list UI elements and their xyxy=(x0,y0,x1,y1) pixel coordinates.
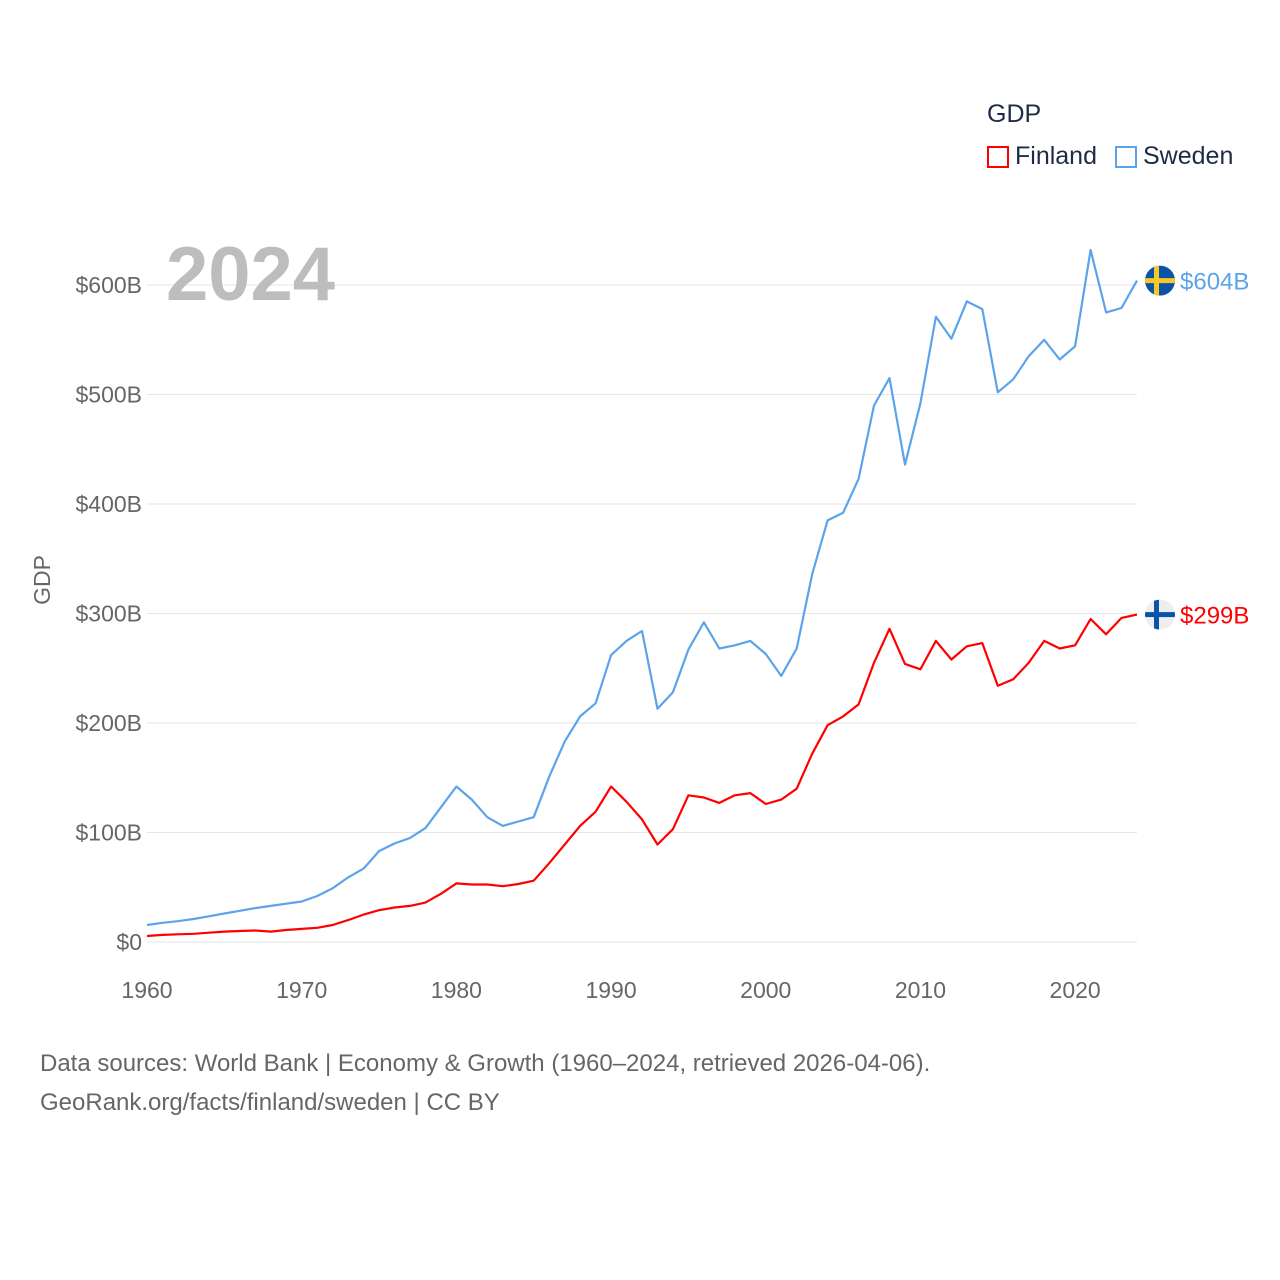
footer: Data sources: World Bank | Economy & Gro… xyxy=(40,1044,930,1122)
y-tick-label: $0 xyxy=(116,929,142,955)
x-tick-label: 2000 xyxy=(740,977,791,1003)
x-tick-label: 1990 xyxy=(585,977,636,1003)
series-line-finland xyxy=(146,613,1138,938)
series-lines xyxy=(146,248,1138,938)
x-axis-ticks: 1960 1970 1980 1990 2000 2010 2020 xyxy=(121,977,1100,1003)
legend-label-sweden: Sweden xyxy=(1143,142,1234,170)
y-axis-ticks: $0 $100B $200B $300B $400B $500B $600B xyxy=(75,272,142,955)
series-end-labels: $299B $604B xyxy=(1145,265,1249,630)
year-watermark: 2024 xyxy=(166,232,335,317)
y-tick-label: $300B xyxy=(75,601,142,627)
y-tick-label: $500B xyxy=(75,382,142,408)
attribution-link[interactable]: GeoRank.org/facts/finland/sweden | CC BY xyxy=(40,1089,500,1116)
legend-swatch-sweden xyxy=(1115,145,1137,168)
sweden-flag-icon xyxy=(1145,265,1175,296)
legend-title: GDP xyxy=(987,100,1042,128)
end-label-finland: $299B xyxy=(1180,603,1249,630)
legend-swatch-finland xyxy=(987,145,1009,168)
x-tick-label: 1960 xyxy=(121,977,172,1003)
x-tick-label: 2020 xyxy=(1050,977,1101,1003)
y-axis-label: GDP xyxy=(29,555,55,605)
x-tick-label: 1980 xyxy=(431,977,482,1003)
series-line-sweden xyxy=(146,248,1138,927)
x-tick-label: 2010 xyxy=(895,977,946,1003)
y-tick-label: $600B xyxy=(75,272,142,298)
end-label-sweden: $604B xyxy=(1180,269,1249,296)
y-tick-label: $100B xyxy=(75,820,142,846)
legend: Finland Sweden xyxy=(987,142,1233,171)
y-tick-label: $200B xyxy=(75,710,142,736)
legend-item-finland[interactable]: Finland xyxy=(987,142,1097,171)
y-tick-label: $400B xyxy=(75,491,142,517)
grid-lines xyxy=(147,284,1137,943)
data-sources: Data sources: World Bank | Economy & Gro… xyxy=(40,1050,931,1077)
x-tick-label: 1970 xyxy=(276,977,327,1003)
finland-flag-icon xyxy=(1145,599,1175,630)
legend-label-finland: Finland xyxy=(1015,142,1097,170)
legend-item-sweden[interactable]: Sweden xyxy=(1115,142,1233,171)
